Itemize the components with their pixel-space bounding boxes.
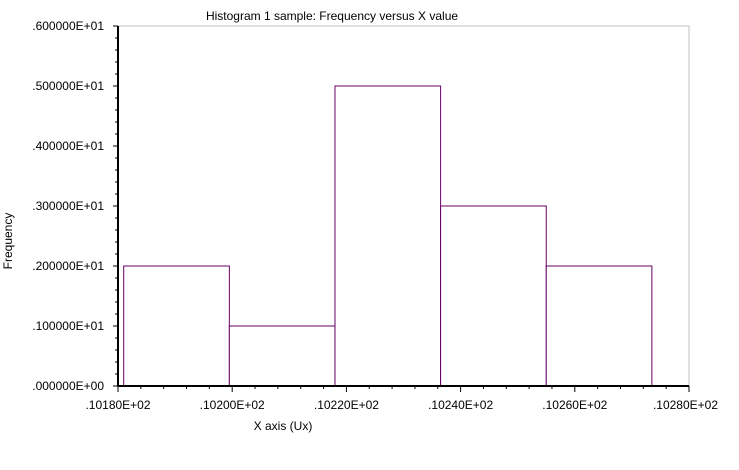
x-axis-ticks: .10180E+02 .10200E+02 .10220E+02 .10240E+02…: [85, 386, 718, 412]
y-tick-label-5: .500000E+01: [32, 79, 104, 93]
y-tick-label-0: .000000E+00: [32, 379, 104, 393]
histogram-bar-3: [334, 85, 442, 387]
x-tick-label-5: .10280E+02: [653, 398, 718, 412]
y-tick-label-3: .300000E+01: [32, 199, 104, 213]
y-tick-label-4: .400000E+01: [32, 139, 104, 153]
x-tick-label-2: .10220E+02: [314, 398, 379, 412]
histogram-bar-4: [440, 205, 547, 387]
histogram-bar-2: [228, 325, 336, 387]
y-tick-label-2: .200000E+01: [32, 259, 104, 273]
histogram-bar-5: [545, 265, 653, 387]
y-axis-label: Frequency: [1, 213, 15, 270]
x-tick-label-0: .10180E+02: [85, 398, 150, 412]
y-axis-ticks: .000000E+00 .100000E+01 .200000E+01 .300000…: [32, 19, 118, 393]
x-axis-label: X axis (Ux): [254, 419, 313, 433]
x-tick-label-3: .10240E+02: [428, 398, 493, 412]
y-tick-label-6: .600000E+01: [32, 19, 104, 33]
chart-title: Histogram 1 sample: Frequency versus X v…: [206, 9, 458, 23]
y-tick-label-1: .100000E+01: [32, 319, 104, 333]
x-tick-label-4: .10260E+02: [542, 398, 607, 412]
histogram-bars: [123, 85, 653, 387]
histogram-bar-1: [123, 265, 230, 387]
x-tick-label-1: .10200E+02: [200, 398, 265, 412]
